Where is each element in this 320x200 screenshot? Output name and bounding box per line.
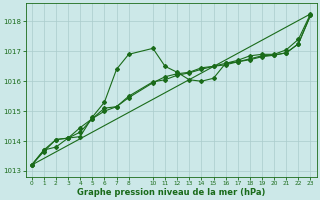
X-axis label: Graphe pression niveau de la mer (hPa): Graphe pression niveau de la mer (hPa) <box>77 188 265 197</box>
